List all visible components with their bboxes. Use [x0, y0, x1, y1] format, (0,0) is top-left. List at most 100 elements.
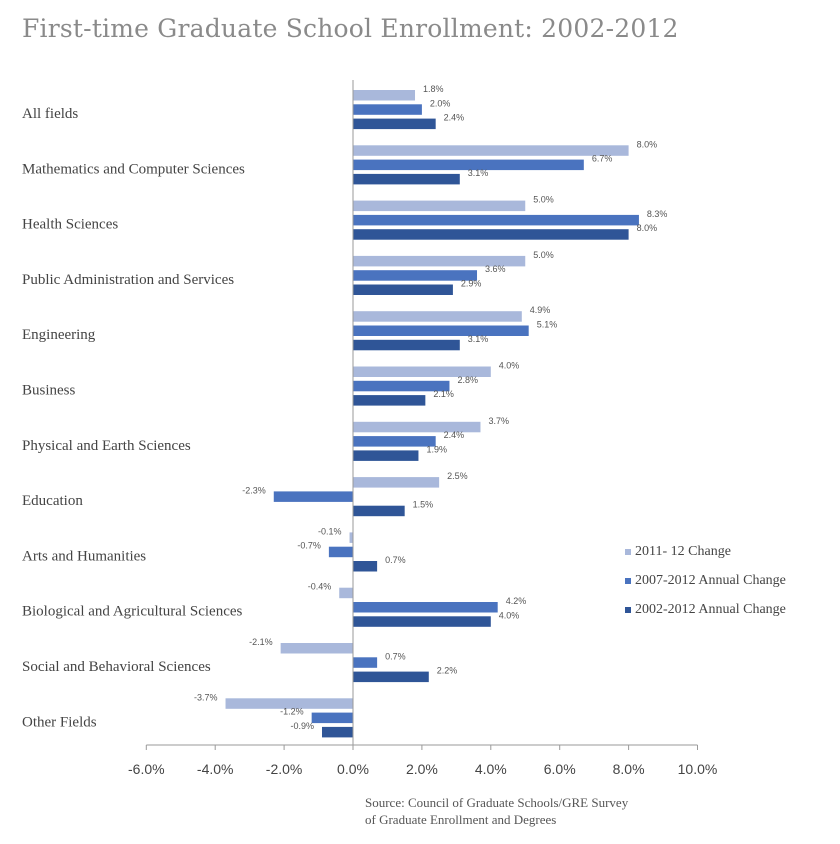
- bar-physical-and-earth-sciences-series-3: [353, 450, 419, 461]
- x-tick-label: 6.0%: [544, 761, 576, 777]
- bar-health-sciences-series-3: [353, 229, 629, 240]
- bar-engineering-series-2: [353, 325, 529, 336]
- bar-other-fields-series-3: [321, 726, 353, 738]
- bar-public-administration-and-services-series-1: [353, 255, 526, 267]
- bar-health-sciences-series-2: [353, 214, 639, 226]
- category-label-engineering: Engineering: [22, 327, 96, 343]
- x-tick-label: 4.0%: [475, 761, 507, 777]
- bar-arts-and-humanities-series-1: [349, 532, 353, 543]
- data-label-social-and-behavioral-sciences-series-3: 2.2%: [437, 666, 458, 676]
- data-label-education-series-2: -2.3%: [242, 485, 266, 495]
- bar-other-fields-series-1: [225, 698, 353, 709]
- bar-mathematics-and-computer-sciences-series-3: [353, 173, 460, 185]
- bar-education-series-1: [353, 477, 440, 488]
- bar-biological-and-agricultural-sciences-series-1: [339, 587, 353, 599]
- data-label-physical-and-earth-sciences-series-2: 2.4%: [444, 430, 465, 440]
- x-tick-label: 8.0%: [613, 761, 645, 777]
- data-label-other-fields-series-2: -1.2%: [280, 707, 304, 717]
- data-label-social-and-behavioral-sciences-series-1: -2.1%: [249, 637, 273, 647]
- category-label-education: Education: [22, 493, 83, 509]
- bar-mathematics-and-computer-sciences-series-2: [353, 159, 584, 171]
- bar-business-series-2: [353, 380, 450, 392]
- bar-public-administration-and-services-series-3: [353, 284, 453, 295]
- bar-other-fields-series-2: [311, 712, 353, 724]
- category-label-business: Business: [22, 383, 76, 399]
- source-line-2: of Graduate Enrollment and Degrees: [365, 812, 557, 827]
- category-label-layer: All fields Mathematics and Computer Scien…: [22, 106, 245, 730]
- bar-mathematics-and-computer-sciences-series-1: [353, 145, 629, 156]
- legend-label-series-3: 2002-2012 Annual Change: [635, 602, 786, 617]
- bar-social-and-behavioral-sciences-series-3: [353, 671, 429, 683]
- bar-all-fields-series-1: [353, 90, 416, 101]
- data-label-biological-and-agricultural-sciences-series-3: 4.0%: [499, 610, 520, 620]
- data-label-public-administration-and-services-series-3: 2.9%: [461, 279, 482, 289]
- bar-physical-and-earth-sciences-series-1: [353, 421, 481, 433]
- data-label-physical-and-earth-sciences-series-3: 1.9%: [426, 444, 447, 454]
- x-tick-label: -4.0%: [197, 761, 234, 777]
- category-label-health-sciences: Health Sciences: [22, 217, 118, 233]
- x-tick-label: -6.0%: [128, 761, 165, 777]
- data-label-biological-and-agricultural-sciences-series-1: -0.4%: [308, 582, 332, 592]
- category-label-arts-and-humanities: Arts and Humanities: [22, 548, 146, 564]
- data-label-social-and-behavioral-sciences-series-2: 0.7%: [385, 651, 406, 661]
- bar-education-series-2: [273, 491, 353, 502]
- bar-social-and-behavioral-sciences-series-2: [353, 657, 378, 668]
- x-tick-label: -2.0%: [266, 761, 303, 777]
- legend: 2011- 12 Change 2007-2012 Annual Change 20…: [625, 544, 786, 617]
- data-label-business-series-3: 2.1%: [433, 389, 454, 399]
- bar-biological-and-agricultural-sciences-series-2: [353, 602, 498, 613]
- category-label-other-fields: Other Fields: [22, 714, 97, 730]
- category-label-social-and-behavioral-sciences: Social and Behavioral Sciences: [22, 659, 211, 675]
- data-label-all-fields-series-1: 1.8%: [423, 84, 444, 94]
- bar-health-sciences-series-1: [353, 200, 526, 212]
- bar-biological-and-agricultural-sciences-series-3: [353, 616, 491, 627]
- bar-arts-and-humanities-series-3: [353, 561, 378, 572]
- data-label-education-series-3: 1.5%: [413, 500, 434, 510]
- data-label-all-fields-series-2: 2.0%: [430, 98, 451, 108]
- category-label-biological-and-agricultural-sciences: Biological and Agricultural Sciences: [22, 604, 243, 620]
- bar-layer: 1.8% 2.0% 2.4% 8.0% 6.7% 3.1% 5.0% 8.3% 8.0% 5.0%…: [194, 84, 667, 738]
- x-axis: -6.0% -4.0% -2.0% 0.0% 2.0% 4.0% 6.0% 8.0% 10.0%: [128, 80, 717, 777]
- data-label-physical-and-earth-sciences-series-1: 3.7%: [488, 416, 509, 426]
- category-label-physical-and-earth-sciences: Physical and Earth Sciences: [22, 438, 191, 454]
- data-label-engineering-series-3: 3.1%: [468, 334, 489, 344]
- data-label-health-sciences-series-3: 8.0%: [637, 223, 658, 233]
- category-label-all-fields: All fields: [22, 106, 78, 122]
- x-tick-label: 0.0%: [337, 761, 369, 777]
- legend-label-series-1: 2011- 12 Change: [635, 544, 731, 559]
- x-tick-label: 2.0%: [406, 761, 438, 777]
- data-label-business-series-2: 2.8%: [457, 375, 478, 385]
- data-label-public-administration-and-services-series-1: 5.0%: [533, 250, 554, 260]
- category-label-public-administration-and-services: Public Administration and Services: [22, 272, 234, 288]
- legend-swatch-series-1: [625, 549, 631, 555]
- data-label-arts-and-humanities-series-2: -0.7%: [297, 541, 321, 551]
- bar-business-series-1: [353, 366, 491, 377]
- data-label-engineering-series-1: 4.9%: [530, 305, 551, 315]
- chart-title: First-time Graduate School Enrollment: 2…: [22, 14, 679, 43]
- legend-swatch-series-2: [625, 578, 631, 584]
- legend-label-series-2: 2007-2012 Annual Change: [635, 573, 786, 588]
- data-label-education-series-1: 2.5%: [447, 471, 468, 481]
- source-line-1: Source: Council of Graduate Schools/GRE …: [365, 795, 629, 810]
- bar-arts-and-humanities-series-2: [328, 546, 353, 558]
- bar-all-fields-series-3: [353, 118, 436, 130]
- data-label-mathematics-and-computer-sciences-series-1: 8.0%: [637, 139, 658, 149]
- bar-education-series-3: [353, 505, 405, 517]
- data-label-engineering-series-2: 5.1%: [537, 320, 558, 330]
- bar-engineering-series-1: [353, 311, 522, 322]
- data-label-all-fields-series-3: 2.4%: [444, 113, 465, 123]
- data-label-arts-and-humanities-series-1: -0.1%: [318, 526, 342, 536]
- data-label-biological-and-agricultural-sciences-series-2: 4.2%: [506, 596, 527, 606]
- bar-engineering-series-3: [353, 339, 460, 351]
- x-tick-label: 10.0%: [678, 761, 718, 777]
- bar-all-fields-series-2: [353, 104, 422, 115]
- bar-physical-and-earth-sciences-series-2: [353, 436, 436, 447]
- data-label-other-fields-series-3: -0.9%: [290, 721, 314, 731]
- data-label-arts-and-humanities-series-3: 0.7%: [385, 555, 406, 565]
- legend-swatch-series-3: [625, 607, 631, 613]
- bar-public-administration-and-services-series-2: [353, 270, 478, 281]
- bar-social-and-behavioral-sciences-series-1: [280, 643, 353, 654]
- category-label-mathematics-and-computer-sciences: Mathematics and Computer Sciences: [22, 161, 245, 177]
- data-label-other-fields-series-1: -3.7%: [194, 692, 218, 702]
